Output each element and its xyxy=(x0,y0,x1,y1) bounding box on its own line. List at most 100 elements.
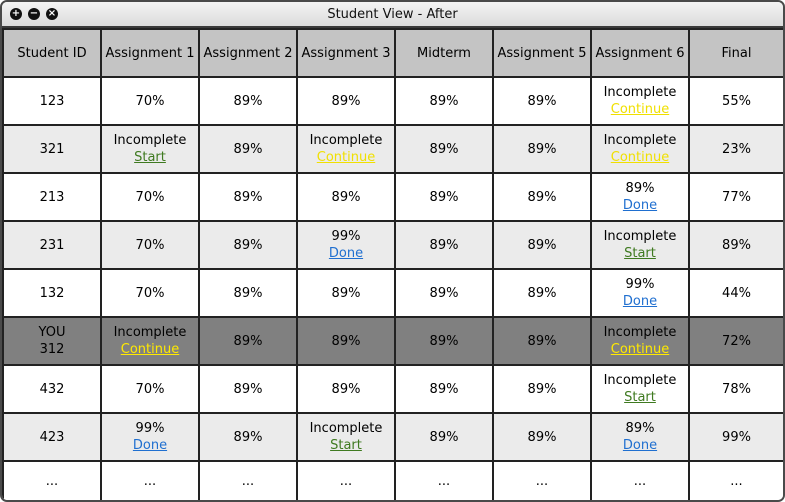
cell-assignment-1: 70% xyxy=(100,220,200,270)
header-assignment-6: Assignment 6 xyxy=(590,28,690,78)
cell-value: 89% xyxy=(625,181,655,196)
cell-assignment-5: ... xyxy=(492,460,592,500)
header-assignment-3: Assignment 3 xyxy=(296,28,396,78)
cell-assignment-6: Incomplete Continue xyxy=(590,124,690,174)
cell-value: 89% xyxy=(722,237,751,253)
cell-assignment-5: 89% xyxy=(492,316,592,366)
cell-assignment-2: 89% xyxy=(198,124,298,174)
cell-value: 89% xyxy=(429,189,459,205)
cell-value: ... xyxy=(730,473,743,489)
cell-assignment-1: 99% Done xyxy=(100,412,200,462)
header-assignment-2: Assignment 2 xyxy=(198,28,298,78)
cell-final: 23% xyxy=(688,124,783,174)
done-link[interactable]: Done xyxy=(622,294,658,309)
cell-value: 70% xyxy=(135,381,165,397)
cell-value: 89% xyxy=(233,189,263,205)
cell-value: Incomplete xyxy=(603,133,677,148)
cell-value: ... xyxy=(437,473,451,489)
close-window-icon[interactable]: × xyxy=(46,8,58,20)
cell-value: Incomplete xyxy=(603,325,677,340)
cell-value: 89% xyxy=(331,93,361,109)
done-link[interactable]: Done xyxy=(132,438,168,453)
cell-student-id: ... xyxy=(2,460,102,500)
cell-assignment-2: 89% xyxy=(198,364,298,414)
cell-midterm: 89% xyxy=(394,124,494,174)
continue-link[interactable]: Continue xyxy=(610,150,670,165)
cell-value: 23% xyxy=(722,141,751,157)
cell-value: 99% xyxy=(331,229,361,244)
cell-value: 89% xyxy=(233,237,263,253)
add-window-icon[interactable]: + xyxy=(10,8,22,20)
cell-final: 89% xyxy=(688,220,783,270)
cell-assignment-3: 89% xyxy=(296,172,396,222)
cell-value: 89% xyxy=(527,93,557,109)
cell-midterm: 89% xyxy=(394,220,494,270)
cell-value: 77% xyxy=(722,189,751,205)
cell-assignment-3: 99% Done xyxy=(296,220,396,270)
cell-assignment-3: ... xyxy=(296,460,396,500)
cell-final: 72% xyxy=(688,316,783,366)
cell-midterm: 89% xyxy=(394,316,494,366)
cell-value: 89% xyxy=(527,189,557,205)
table-row: 423 99% Done 89% Incomplete Start 89% 89% 89% Don… xyxy=(2,412,783,462)
start-link[interactable]: Start xyxy=(624,246,656,261)
cell-assignment-2: 89% xyxy=(198,172,298,222)
start-link[interactable]: Start xyxy=(330,438,362,453)
table-row: 432 70% 89% 89% 89% 89% Incomplete Start 78% xyxy=(2,364,783,414)
window-title: Student View - After xyxy=(327,7,458,22)
cell-value: 89% xyxy=(527,333,557,349)
cell-value: 423 xyxy=(39,429,65,445)
cell-midterm: 89% xyxy=(394,76,494,126)
done-link[interactable]: Done xyxy=(328,246,364,261)
header-student-id: Student ID xyxy=(2,28,102,78)
cell-assignment-6: Incomplete Start xyxy=(590,364,690,414)
cell-value: 89% xyxy=(429,381,459,397)
continue-link[interactable]: Continue xyxy=(316,150,376,165)
start-link[interactable]: Start xyxy=(134,150,166,165)
cell-value: 89% xyxy=(331,285,361,301)
continue-link[interactable]: Continue xyxy=(610,342,670,357)
cell-value: 132 xyxy=(39,285,65,301)
cell-value: 123 xyxy=(39,93,65,109)
cell-value: 78% xyxy=(722,381,751,397)
cell-student-id: 132 xyxy=(2,268,102,318)
minimize-window-icon[interactable]: − xyxy=(28,8,40,20)
cell-final: 44% xyxy=(688,268,783,318)
header-row: Student ID Assignment 1 Assignment 2 Ass… xyxy=(2,28,783,78)
done-link[interactable]: Done xyxy=(622,198,658,213)
cell-value: Incomplete xyxy=(309,421,383,436)
cell-student-id: YOU 312 xyxy=(2,316,102,366)
cell-assignment-3: Incomplete Start xyxy=(296,412,396,462)
cell-assignment-1: ... xyxy=(100,460,200,500)
cell-student-id: 213 xyxy=(2,172,102,222)
cell-value: ... xyxy=(241,473,255,489)
cell-assignment-1: 70% xyxy=(100,268,200,318)
cell-assignment-2: 89% xyxy=(198,412,298,462)
cell-final: 77% xyxy=(688,172,783,222)
cell-value: 89% xyxy=(429,93,459,109)
cell-assignment-5: 89% xyxy=(492,364,592,414)
cell-value: 70% xyxy=(135,285,165,301)
cell-assignment-5: 89% xyxy=(492,172,592,222)
done-link[interactable]: Done xyxy=(622,438,658,453)
continue-link[interactable]: Continue xyxy=(610,102,670,117)
table-row: 132 70% 89% 89% 89% 89% 99% Done 44% xyxy=(2,268,783,318)
cell-final: 78% xyxy=(688,364,783,414)
start-link[interactable]: Start xyxy=(624,390,656,405)
cell-value: 89% xyxy=(331,189,361,205)
table-row: 213 70% 89% 89% 89% 89% 89% Done 77% xyxy=(2,172,783,222)
cell-value: 89% xyxy=(233,93,263,109)
cell-assignment-6: 89% Done xyxy=(590,412,690,462)
cell-value: 89% xyxy=(233,141,263,157)
cell-midterm: 89% xyxy=(394,172,494,222)
cell-midterm: 89% xyxy=(394,412,494,462)
cell-value: 89% xyxy=(527,429,557,445)
header-final: Final xyxy=(688,28,783,78)
continue-link[interactable]: Continue xyxy=(120,342,180,357)
cell-value: 89% xyxy=(331,333,361,349)
cell-assignment-2: 89% xyxy=(198,316,298,366)
cell-assignment-2: 89% xyxy=(198,76,298,126)
cell-assignment-6: Incomplete Continue xyxy=(590,316,690,366)
cell-value: Incomplete xyxy=(603,229,677,244)
